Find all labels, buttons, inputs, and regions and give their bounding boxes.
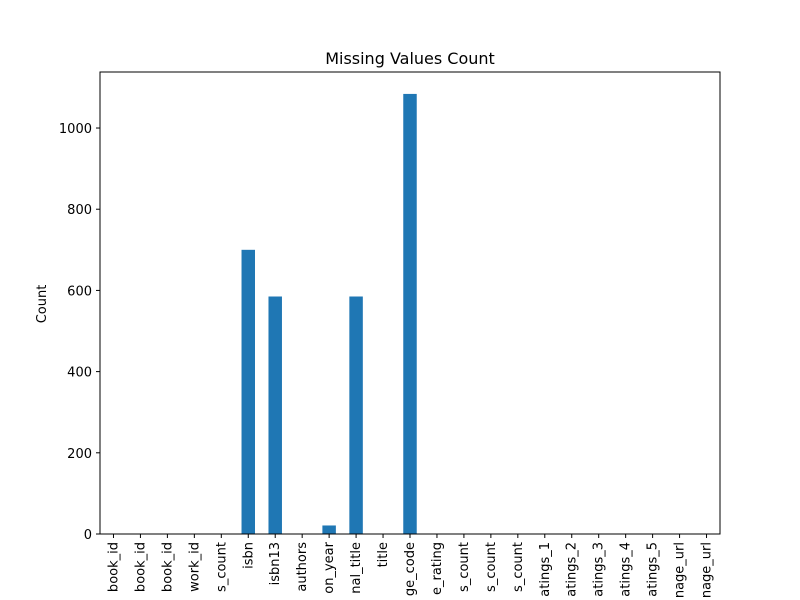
x-tick-label-3: work_id [187, 542, 202, 592]
x-tick-label-14: s_count [484, 542, 499, 592]
x-tick-label-5: isbn [241, 542, 256, 569]
x-tick-label-1: book_id [133, 542, 148, 592]
plot-frame [99, 71, 721, 535]
x-tick-label-2: book_id [160, 542, 175, 592]
x-tick-label-18: atings_3 [592, 542, 607, 597]
x-tick-label-19: atings_4 [619, 542, 634, 597]
chart-title: Missing Values Count [325, 49, 495, 68]
x-tick-label-4: s_count [214, 542, 229, 592]
x-tick-label-16: atings_1 [538, 542, 553, 597]
x-tick-label-6: isbn13 [268, 542, 283, 585]
x-ticks-group: book_id book_id book_id work_id s_count isbn i… [106, 534, 715, 598]
x-tick-label-21: nage_url [673, 542, 688, 598]
x-tick-label-10: title [376, 542, 391, 567]
x-tick-label-7: authors [295, 542, 310, 592]
bar-11 [403, 93, 417, 534]
bar-9 [349, 296, 363, 534]
x-tick-label-9: nal_title [349, 542, 364, 594]
y-tick-label-4: 800 [67, 203, 92, 218]
x-tick-label-15: s_count [511, 542, 526, 592]
x-tick-label-13: s_count [457, 542, 472, 592]
x-tick-label-20: atings_5 [646, 542, 661, 597]
x-tick-label-0: book_id [106, 542, 121, 592]
y-tick-label-0: 0 [84, 528, 92, 543]
y-tick-label-1: 200 [67, 447, 92, 462]
y-tick-label-2: 400 [67, 366, 92, 381]
x-tick-label-12: e_rating [430, 542, 445, 595]
bar-8 [322, 525, 336, 534]
y-tick-label-5: 1000 [59, 122, 92, 137]
bars-group [241, 93, 417, 534]
x-tick-label-8: on_year [322, 541, 337, 593]
bar-5 [241, 249, 255, 534]
x-tick-label-11: ge_code [403, 542, 418, 596]
y-tick-label-3: 600 [67, 284, 92, 299]
bar-6 [268, 296, 282, 534]
x-tick-label-22: nage_url [700, 542, 715, 598]
y-ticks-group: 0 200 400 600 800 1000 [59, 122, 100, 543]
y-axis-label: Count [35, 285, 50, 324]
x-tick-label-17: atings_2 [565, 542, 580, 597]
